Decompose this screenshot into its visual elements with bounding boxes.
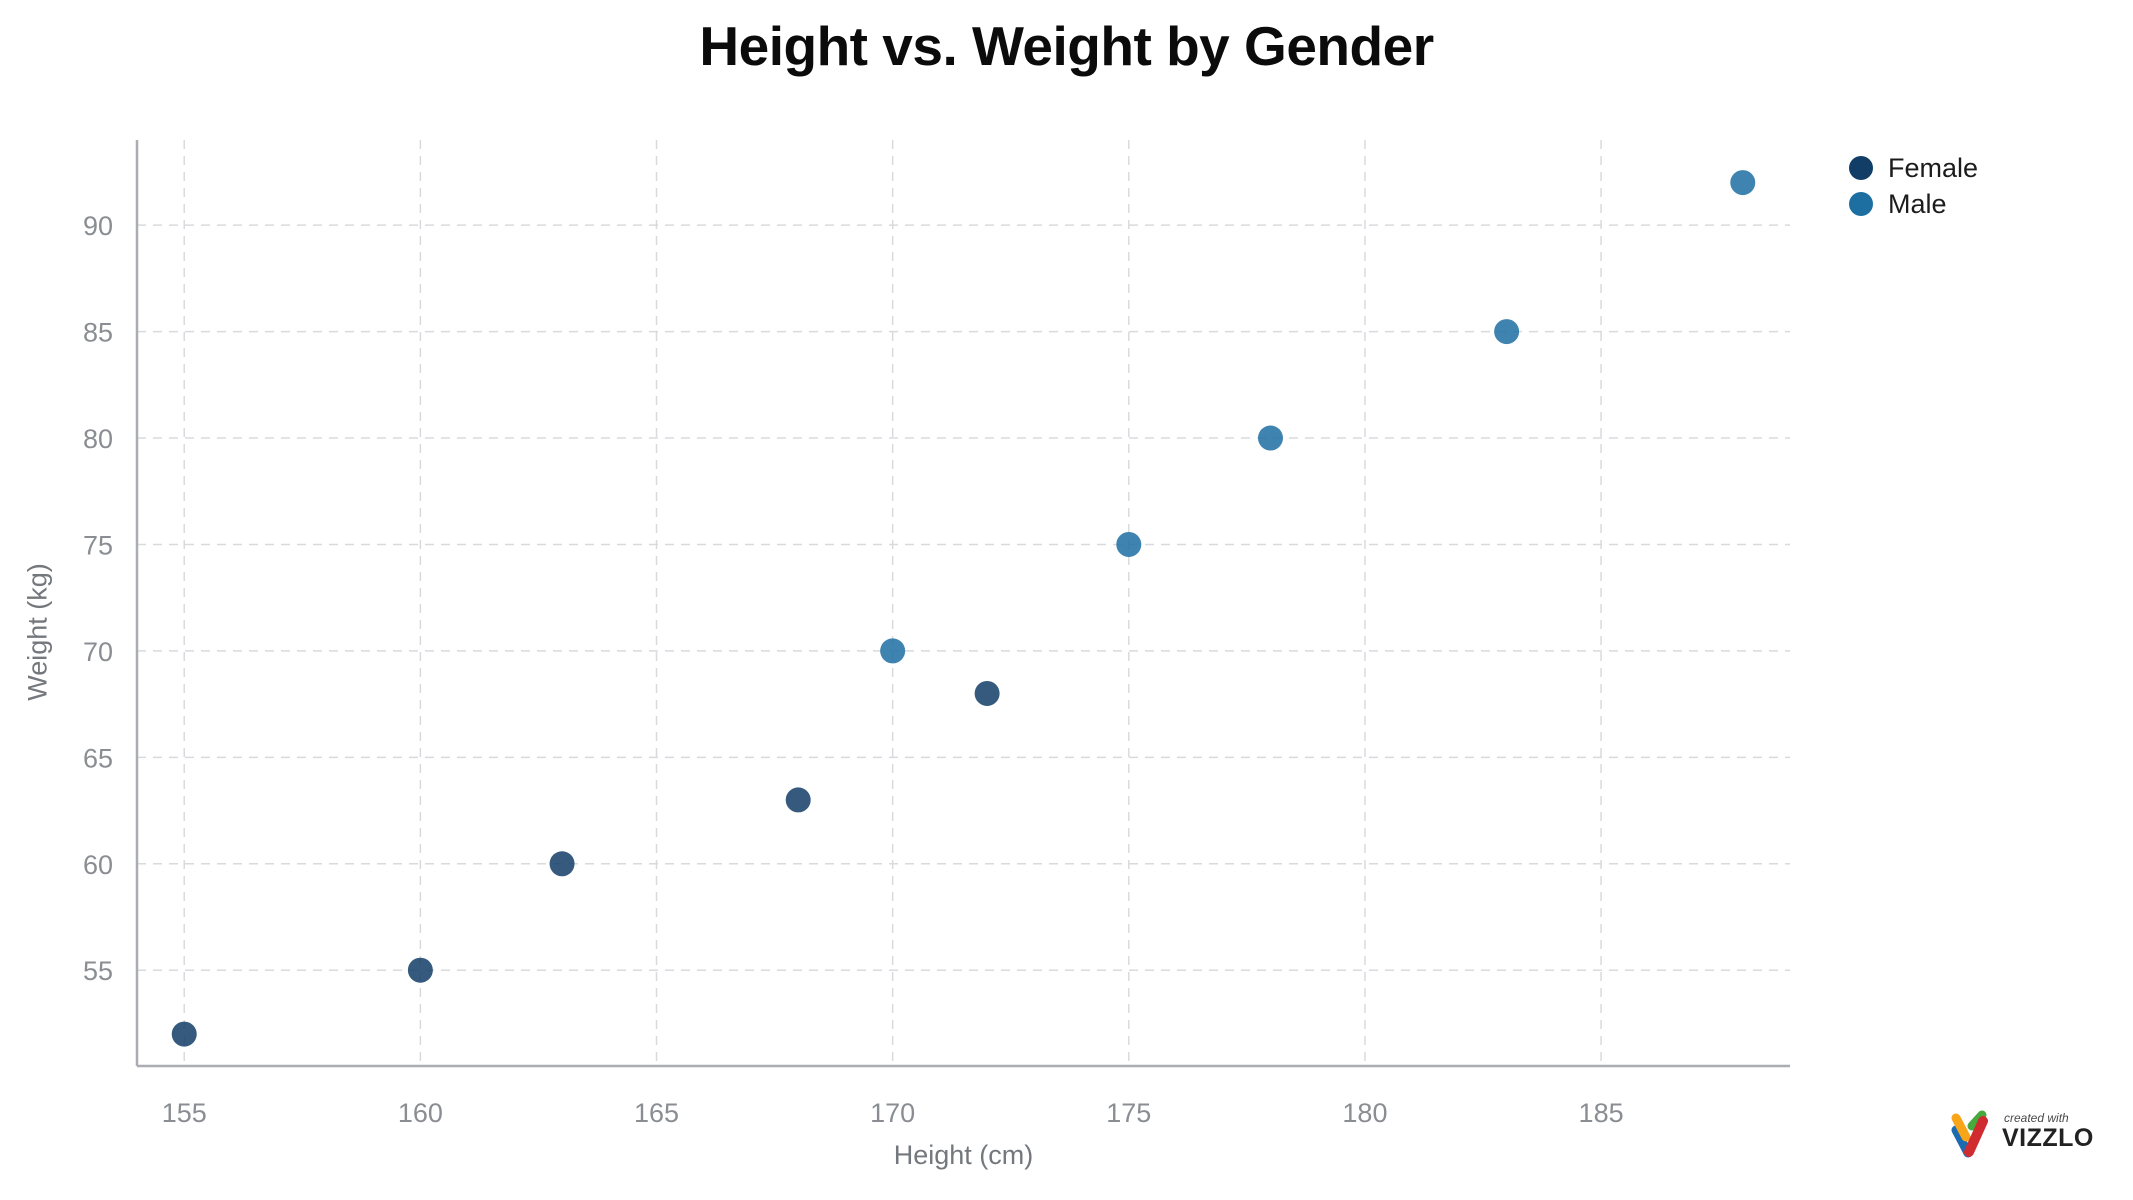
y-tick-labels: 55 60 65 70 75 80 85 90 <box>83 211 113 986</box>
svg-text:65: 65 <box>83 743 113 773</box>
data-point-female <box>407 957 433 983</box>
svg-text:55: 55 <box>83 956 113 986</box>
data-point-female <box>549 851 575 877</box>
data-point-female <box>974 680 1000 706</box>
data-point-male <box>1257 425 1283 451</box>
svg-text:160: 160 <box>398 1098 443 1128</box>
svg-text:175: 175 <box>1106 1098 1151 1128</box>
legend-item-female: Female <box>1849 150 1978 186</box>
watermark-prefix: created with <box>2004 1111 2069 1125</box>
vizzlo-brand-text: VIZZLO <box>2002 1124 2094 1153</box>
vizzlo-watermark-text: created with VIZZLO <box>2002 1108 2094 1151</box>
svg-text:180: 180 <box>1342 1098 1387 1128</box>
vizzlo-watermark: created with VIZZLO <box>1946 1108 2094 1160</box>
svg-text:60: 60 <box>83 850 113 880</box>
legend-swatch-male <box>1849 192 1873 216</box>
legend-label-male: Male <box>1888 188 1947 219</box>
svg-text:165: 165 <box>634 1098 679 1128</box>
data-point-male <box>1494 319 1520 345</box>
axes <box>135 140 1790 1068</box>
svg-text:80: 80 <box>83 424 113 454</box>
svg-text:155: 155 <box>162 1098 207 1128</box>
x-gridlines <box>183 140 1602 1066</box>
legend-label-female: Female <box>1888 152 1979 183</box>
data-point-male <box>880 638 906 664</box>
chart-title: Height vs. Weight by Gender <box>699 15 1434 77</box>
vizzlo-logo-icon <box>1951 1110 1988 1158</box>
y-axis-title: Weight (kg) <box>22 563 53 701</box>
y-gridlines <box>137 224 1790 971</box>
data-point-female <box>785 787 811 813</box>
svg-text:75: 75 <box>83 530 113 560</box>
svg-text:170: 170 <box>870 1098 915 1128</box>
data-points-male <box>880 170 1756 664</box>
svg-text:185: 185 <box>1579 1098 1624 1128</box>
svg-text:85: 85 <box>83 318 113 348</box>
legend-item-male: Male <box>1849 186 1978 222</box>
data-point-male <box>1116 531 1142 557</box>
data-points-female <box>171 680 1000 1047</box>
legend: Female Male <box>1849 150 1978 222</box>
data-point-female <box>171 1021 197 1047</box>
legend-swatch-female <box>1849 156 1873 180</box>
data-point-male <box>1730 170 1756 196</box>
svg-text:90: 90 <box>83 211 113 241</box>
x-tick-labels: 155 160 165 170 175 180 185 <box>162 1098 1624 1128</box>
svg-text:70: 70 <box>83 637 113 667</box>
x-axis-title: Height (cm) <box>893 1140 1034 1170</box>
